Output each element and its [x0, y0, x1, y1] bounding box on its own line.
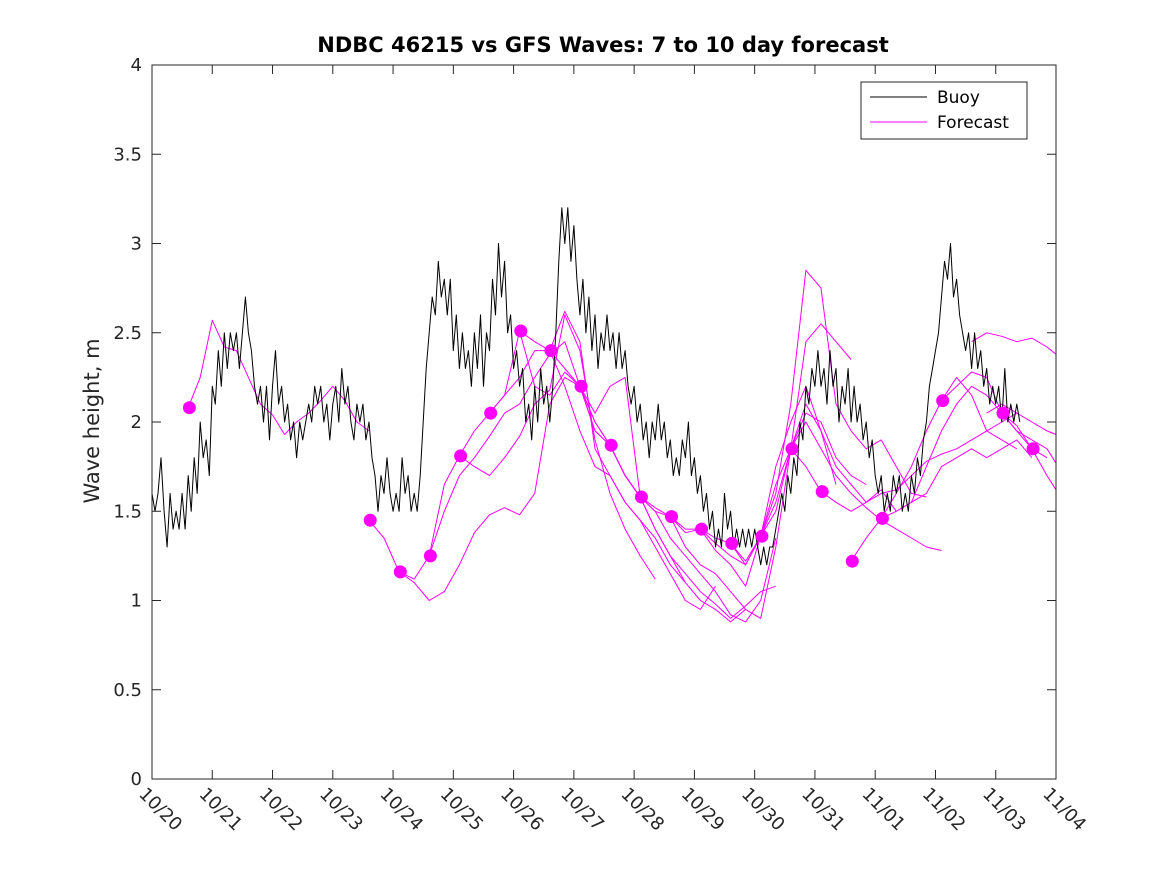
forecast-marker-13: [725, 536, 739, 550]
forecast-series-line-1: [187, 319, 370, 435]
forecast-marker-19: [936, 394, 950, 408]
forecast-series-line-18: [880, 439, 1033, 519]
buoy-series-line: [151, 207, 1021, 566]
forecast-marker-5: [484, 406, 498, 420]
legend-box: [860, 81, 1028, 140]
forecast-series-line-10: [609, 403, 837, 619]
y-tick-label-5: 2.5: [113, 323, 142, 344]
forecast-marker-12: [695, 522, 709, 536]
y-tick-label-0: 0: [131, 769, 142, 790]
legend-label-forecast: Forecast: [937, 113, 1009, 133]
y-tick-label-6: 3: [131, 234, 142, 255]
forecast-series-line-9: [579, 376, 777, 623]
forecast-series-line-23: [986, 403, 1057, 435]
forecast-marker-10: [634, 490, 648, 504]
plot-area: [151, 207, 1057, 623]
forecast-marker-7: [544, 344, 558, 358]
forecast-series-line-6: [489, 310, 716, 610]
y-axis-label: Wave height, m: [80, 338, 104, 503]
y-tick-label-8: 4: [131, 55, 142, 76]
forecast-series-line-4: [428, 314, 656, 580]
forecast-series-line-13: [700, 269, 927, 566]
forecast-marker-6: [514, 324, 528, 338]
chart-title: NDBC 46215 vs GFS Waves: 7 to 10 day for…: [317, 33, 888, 57]
forecast-marker-1: [363, 513, 377, 527]
forecast-marker-4: [454, 449, 468, 463]
forecast-marker-20: [996, 406, 1010, 420]
forecast-series-line-21: [971, 332, 1057, 355]
forecast-series-line-11: [639, 412, 867, 587]
y-tick-label-4: 2: [131, 412, 142, 433]
y-tick-label-3: 1.5: [113, 501, 142, 522]
forecast-series-line-2: [368, 376, 611, 601]
forecast-marker-15: [785, 442, 799, 456]
forecast-marker-16: [815, 485, 829, 499]
y-tick-label-2: 1: [131, 591, 142, 612]
forecast-series-line-12: [669, 385, 897, 566]
legend: Buoy Forecast: [860, 81, 1028, 140]
forecast-marker-9: [604, 438, 618, 452]
forecast-marker-17: [845, 554, 859, 568]
forecast-marker-21: [1026, 442, 1040, 456]
forecast-marker-11: [665, 510, 678, 524]
forecast-marker-0: [182, 401, 196, 415]
y-tick-label-1: 0.5: [113, 680, 142, 701]
forecast-marker-3: [423, 549, 437, 563]
forecast-marker-2: [393, 565, 407, 579]
forecast-marker-14: [755, 529, 769, 543]
forecast-series-line-16: [790, 412, 1018, 512]
y-tick-label-7: 3.5: [113, 144, 142, 165]
forecast-series-line-8: [549, 350, 776, 619]
legend-label-buoy: Buoy: [937, 88, 980, 108]
forecast-series-line-19: [910, 385, 1048, 503]
forecast-marker-18: [875, 511, 889, 525]
forecast-marker-8: [574, 379, 588, 393]
